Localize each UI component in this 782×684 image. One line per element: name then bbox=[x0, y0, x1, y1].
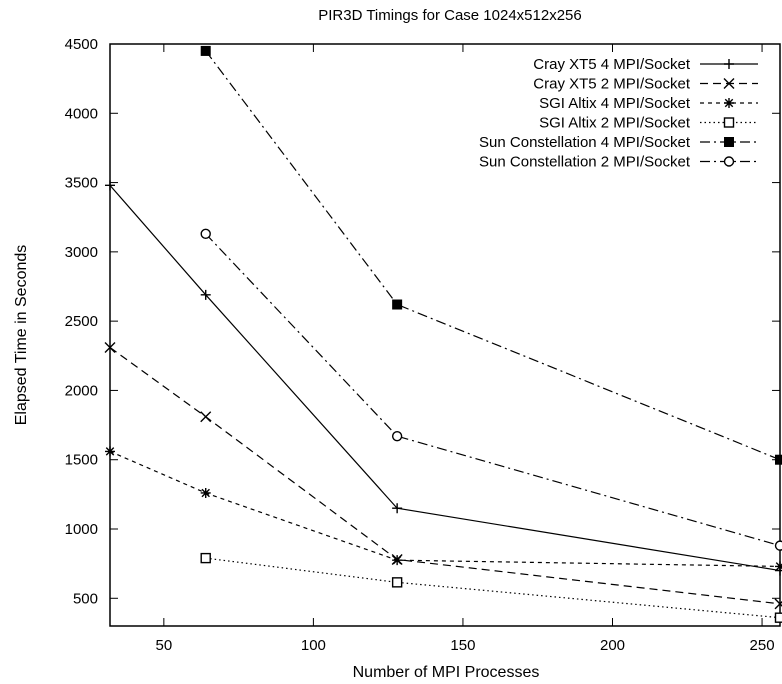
series-1 bbox=[105, 180, 782, 576]
y-tick-label: 500 bbox=[73, 590, 98, 607]
y-tick-label: 2000 bbox=[65, 382, 98, 399]
series-line bbox=[205, 50, 781, 461]
data-point bbox=[391, 430, 403, 442]
y-tick-label: 3500 bbox=[65, 175, 98, 192]
series-line bbox=[109, 450, 781, 568]
y-tick-label: 3000 bbox=[65, 244, 98, 261]
legend-marker bbox=[724, 59, 734, 69]
data-point bbox=[200, 45, 211, 56]
data-point bbox=[105, 180, 115, 191]
legend-label: Cray XT5 2 MPI/Socket bbox=[533, 76, 691, 93]
y-tick-label: 1500 bbox=[65, 452, 98, 469]
legend-marker bbox=[723, 156, 735, 167]
data-point bbox=[774, 540, 782, 551]
legend-label: SGI Altix 2 MPI/Socket bbox=[539, 115, 691, 132]
legend-label: Cray XT5 4 MPI/Socket bbox=[533, 56, 691, 73]
series-6 bbox=[200, 228, 782, 551]
data-point bbox=[392, 503, 403, 514]
data-point bbox=[200, 487, 211, 498]
data-point bbox=[104, 341, 116, 353]
y-tick-label: 1000 bbox=[65, 521, 98, 538]
series-line bbox=[205, 233, 781, 547]
series-2 bbox=[104, 341, 782, 610]
x-tick-label: 100 bbox=[301, 637, 326, 654]
x-tick-label: 250 bbox=[750, 637, 775, 654]
x-axis-title: Number of MPI Processes bbox=[353, 664, 540, 681]
series-line bbox=[109, 346, 781, 605]
series-line bbox=[205, 557, 781, 619]
data-point bbox=[774, 612, 782, 623]
data-point bbox=[392, 555, 403, 566]
data-point bbox=[200, 411, 212, 423]
x-tick-label: 50 bbox=[155, 637, 172, 654]
data-point bbox=[774, 598, 782, 610]
legend: Cray XT5 4 MPI/Socket Cray XT5 2 MPI/Sock… bbox=[479, 56, 758, 171]
data-point bbox=[775, 561, 782, 572]
series-4 bbox=[200, 552, 782, 623]
data-point bbox=[775, 454, 782, 465]
legend-label: Sun Constellation 4 MPI/Socket bbox=[479, 134, 691, 151]
x-tick-label: 200 bbox=[600, 637, 625, 654]
data-point bbox=[392, 299, 403, 310]
chart-title: PIR3D Timings for Case 1024x512x256 bbox=[318, 7, 581, 24]
y-axis-title: Elapsed Time in Seconds bbox=[13, 245, 30, 426]
plot-frame bbox=[109, 43, 781, 627]
data-point bbox=[200, 228, 211, 240]
legend-label: SGI Altix 4 MPI/Socket bbox=[539, 95, 691, 112]
legend-marker bbox=[723, 117, 735, 128]
data-point bbox=[391, 577, 403, 588]
y-tick-label: 4000 bbox=[65, 105, 98, 122]
series-5 bbox=[200, 45, 782, 465]
legend-marker bbox=[723, 78, 735, 89]
y-tick-label: 2500 bbox=[65, 313, 98, 330]
legend-marker bbox=[724, 98, 734, 108]
data-point bbox=[105, 446, 115, 457]
series-3 bbox=[105, 446, 782, 572]
data-point bbox=[200, 552, 211, 564]
legend-label: Sun Constellation 2 MPI/Socket bbox=[479, 154, 691, 171]
series-line bbox=[109, 184, 781, 572]
x-tick-label: 150 bbox=[450, 637, 475, 654]
y-tick-label: 4500 bbox=[65, 36, 98, 53]
legend-marker bbox=[724, 137, 734, 147]
data-point bbox=[200, 289, 211, 300]
